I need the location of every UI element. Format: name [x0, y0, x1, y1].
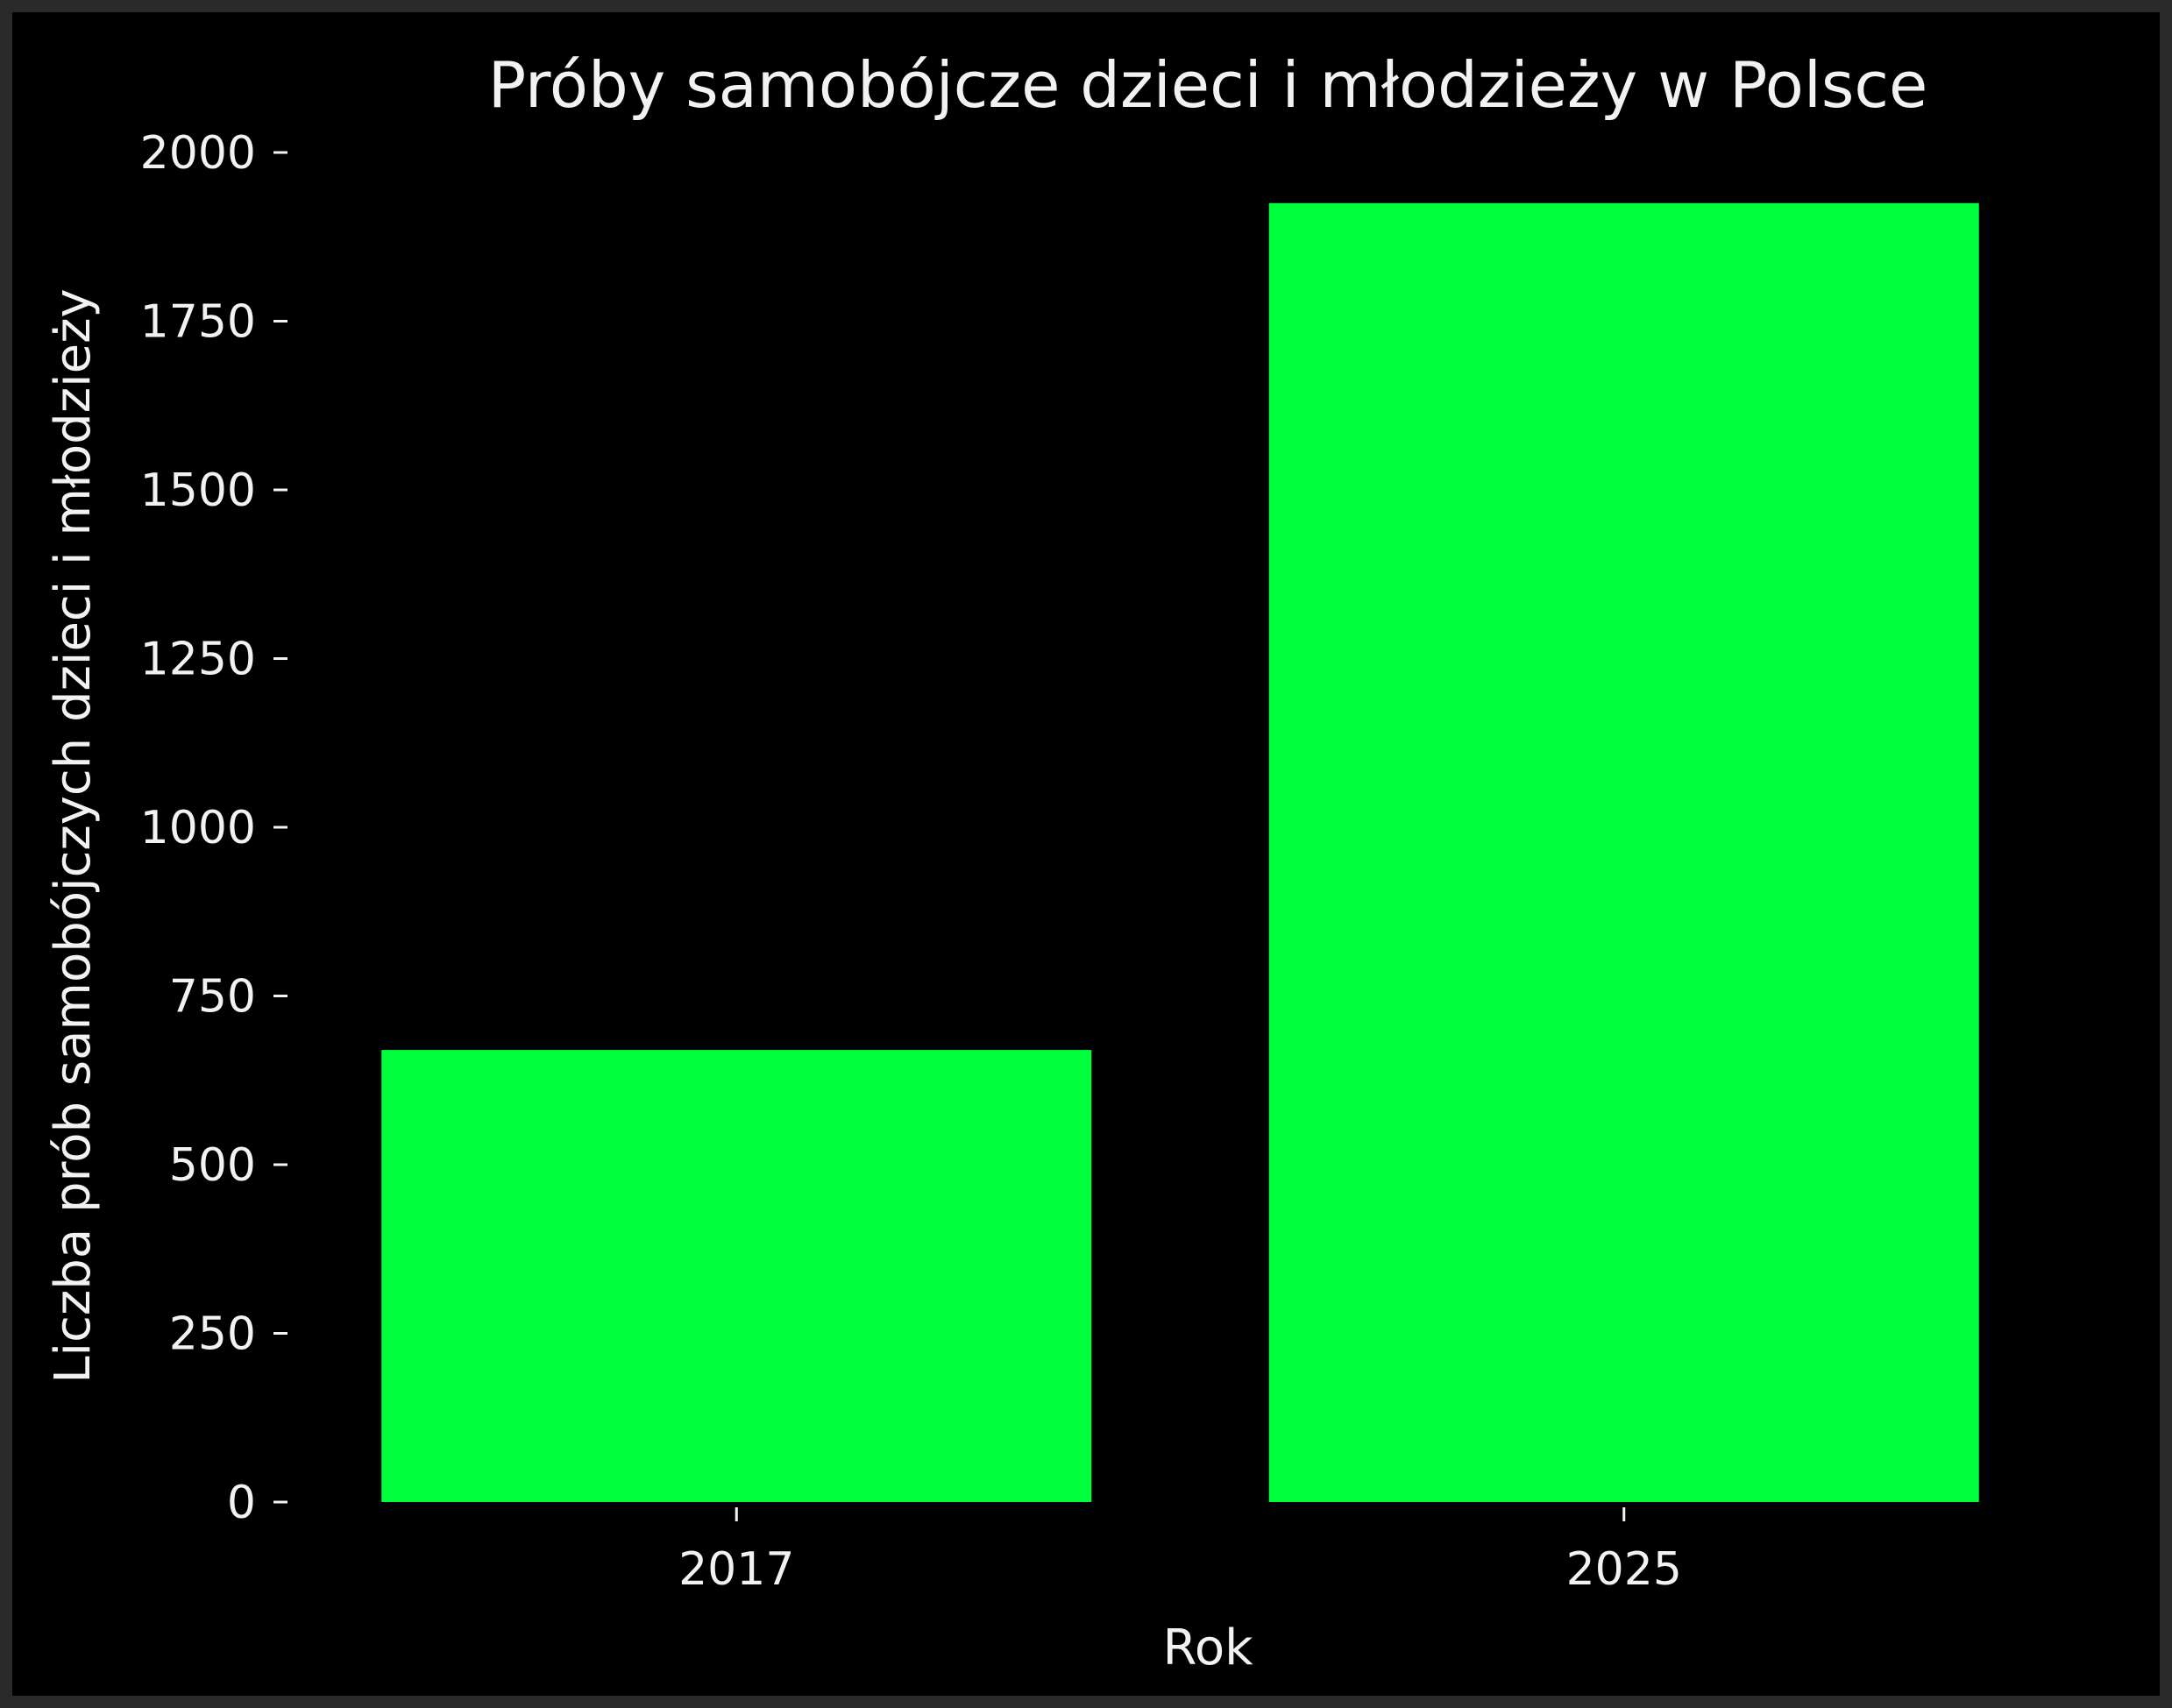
- y-tick-label: 2000: [140, 127, 256, 180]
- y-tick-label: 750: [169, 971, 256, 1024]
- x-axis-ticks: 2017 2025: [678, 1507, 1682, 1596]
- x-tick-label: 2017: [678, 1543, 794, 1596]
- x-tick-label: 2025: [1566, 1543, 1682, 1596]
- bar-chart: Próby samobójcze dzieci i młodzieży w Po…: [12, 12, 2160, 1696]
- y-tick-label: 1000: [140, 802, 256, 854]
- y-tick-label: 500: [169, 1139, 256, 1192]
- y-tick-label: 1750: [140, 296, 256, 349]
- bar-2017: [381, 1050, 1092, 1502]
- y-axis-label: Liczba prób samobójczych dzieci i młodzi…: [45, 288, 102, 1383]
- y-axis-ticks: 0 250 500 750 1000 1250 1500 1750 2000: [140, 127, 287, 1529]
- bars: [381, 202, 1979, 1502]
- y-tick-label: 250: [169, 1308, 256, 1361]
- chart-frame: Próby samobójcze dzieci i młodzieży w Po…: [12, 12, 2160, 1696]
- y-tick-label: 0: [227, 1477, 256, 1529]
- y-tick-label: 1500: [140, 464, 256, 517]
- bar-2025: [1268, 202, 1979, 1502]
- chart-title: Próby samobójcze dzieci i młodzieży w Po…: [488, 48, 1928, 122]
- y-tick-label: 1250: [140, 634, 256, 686]
- x-axis-label: Rok: [1162, 1619, 1253, 1676]
